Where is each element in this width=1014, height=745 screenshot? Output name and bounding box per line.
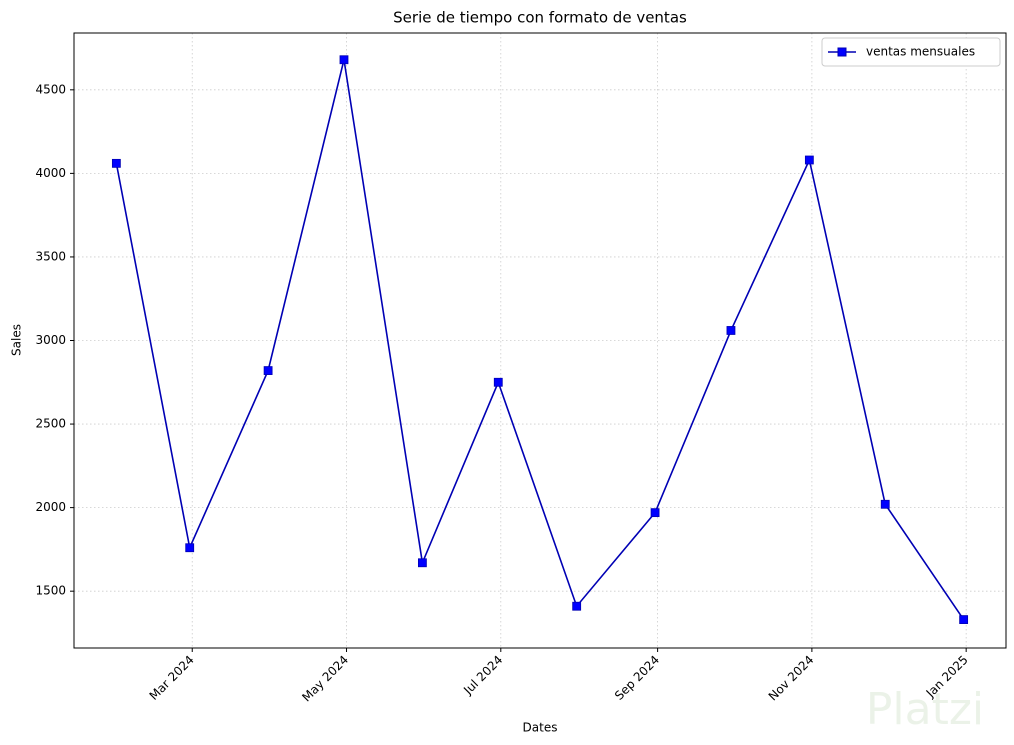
x-tick-label: May 2024 — [299, 653, 351, 705]
watermark: Platzi — [866, 684, 984, 735]
x-axis-label: Dates — [523, 721, 558, 735]
legend-label: ventas mensuales — [866, 45, 975, 59]
y-tick-label: 4000 — [35, 166, 66, 180]
marker — [263, 366, 273, 375]
marker — [339, 55, 349, 65]
y-axis-label: Sales — [10, 324, 24, 356]
legend-box — [821, 37, 1001, 67]
y-tick-label: 2000 — [35, 500, 66, 514]
y-tick-label: 4500 — [35, 82, 66, 96]
marker — [804, 155, 814, 165]
x-tick-label: Nov 2024 — [766, 653, 817, 704]
marker — [726, 326, 736, 335]
marker — [493, 377, 503, 387]
x-tick-label: Mar 2024 — [147, 653, 197, 703]
marker — [650, 508, 660, 518]
x-tick-label: Sep 2024 — [612, 653, 662, 703]
marker — [185, 543, 195, 553]
marker — [880, 499, 890, 509]
legend-marker — [837, 47, 847, 57]
legend: ventas mensuales — [821, 37, 1001, 67]
y-tick-label: 3500 — [35, 249, 66, 263]
x-tick-label: Jul 2024 — [460, 653, 505, 698]
marker — [959, 615, 969, 624]
y-tick-label: 2500 — [35, 417, 66, 431]
marker — [417, 558, 427, 568]
plot-frame — [73, 32, 1007, 649]
y-tick-label: 1500 — [35, 584, 66, 598]
y-tick-label: 3000 — [35, 333, 66, 347]
marker — [572, 601, 582, 611]
chart-title: Serie de tiempo con formato de ventas — [393, 9, 687, 27]
marker — [111, 158, 121, 168]
series-line — [115, 59, 965, 621]
